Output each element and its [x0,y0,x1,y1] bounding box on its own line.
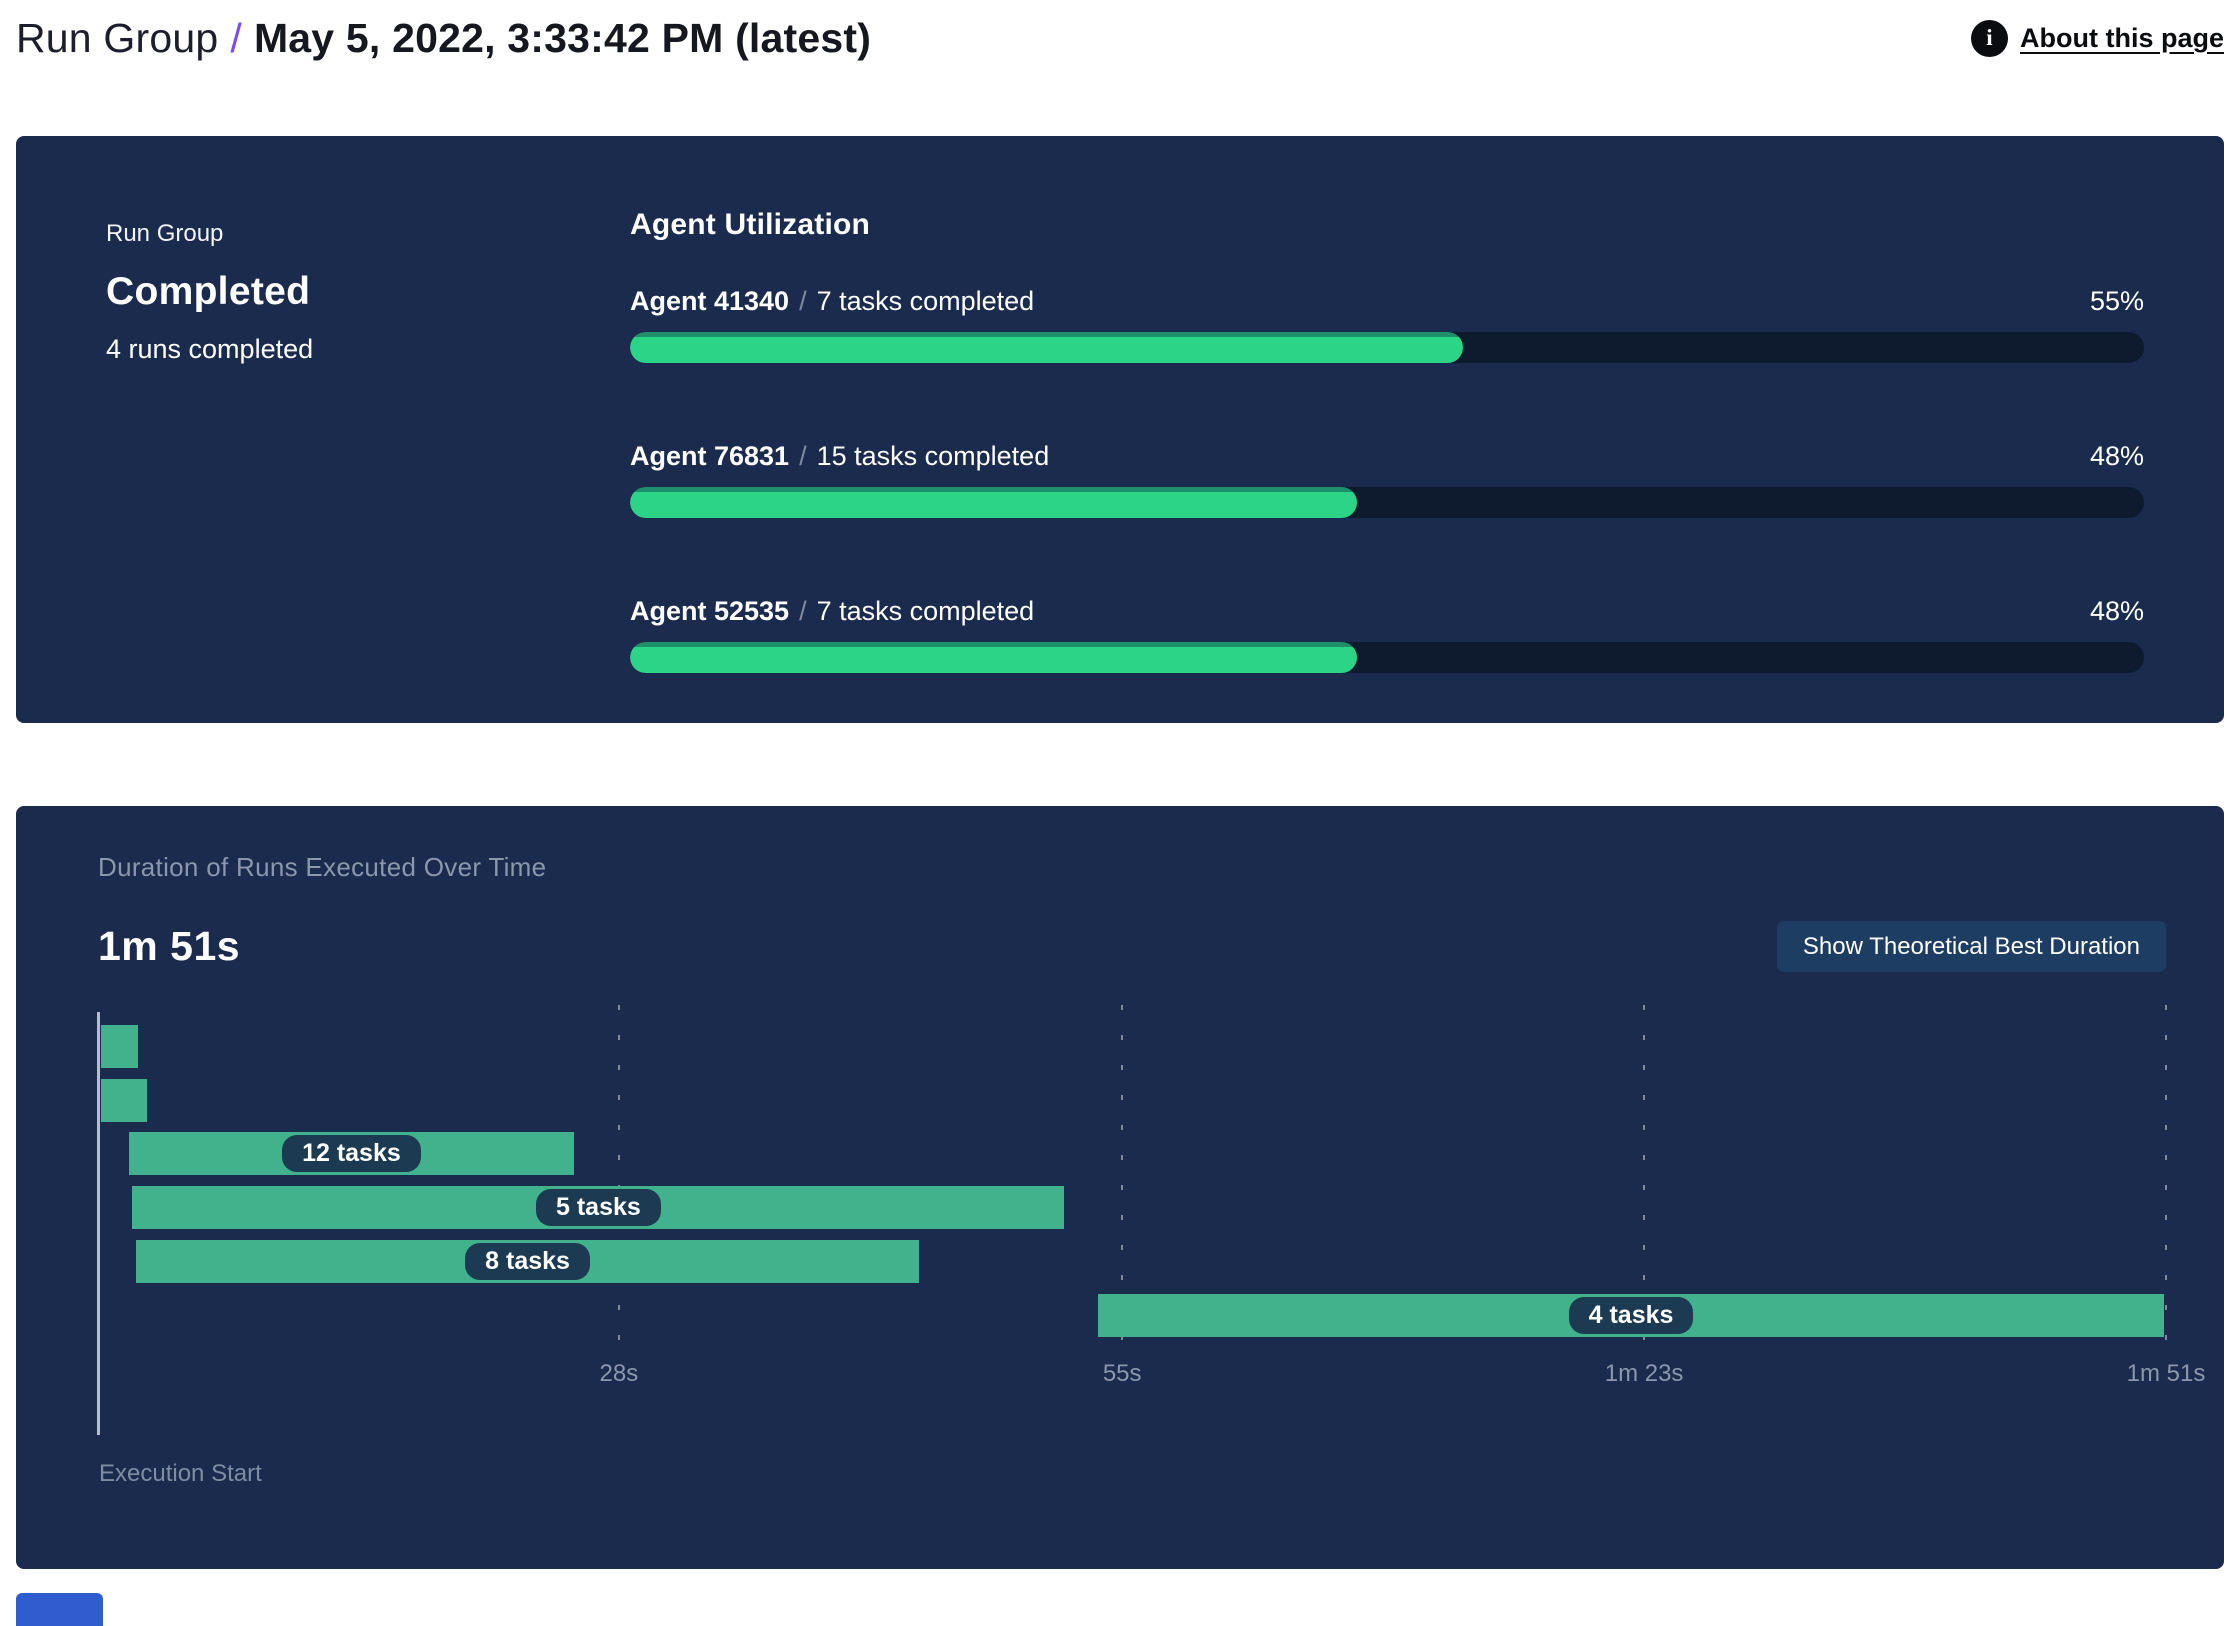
agent-tasks-completed: 15 tasks completed [816,441,1050,471]
run-group-status: Completed [106,270,311,313]
agent-utilization-title: Agent Utilization [630,208,871,241]
agent-name: Agent 52535 [630,596,790,626]
task-count-pill: 5 tasks [535,1189,661,1227]
agent-row-label: Agent 41340 / 7 tasks completed 55% [630,286,2144,317]
agent-name: Agent 76831 [630,441,790,471]
agent-row-label: Agent 52535 / 7 tasks completed 48% [630,596,2144,627]
about-link-label: About this page [2020,22,2224,53]
task-count-pill: 8 tasks [465,1242,590,1280]
task-count-pill: 12 tasks [282,1135,421,1173]
agent-utilization-bar-track [630,487,2144,518]
total-duration-value: 1m 51s [98,923,241,969]
agent-utilization-percent: 55% [2089,286,2144,316]
breadcrumb-root: Run Group [16,14,219,61]
run-duration-bar[interactable]: 12 tasks [128,1132,575,1176]
agent-utilization-percent: 48% [2089,596,2144,626]
run-duration-bar[interactable]: 8 tasks [136,1239,919,1283]
run-duration-gantt-chart: 28s 55s 1m 23s 1m 51s 12 tasks 5 tasks 8 tasks… [97,1005,2205,1435]
info-icon: i [1971,19,2008,57]
agent-utilization-row: Agent 41340 / 7 tasks completed 55% [630,286,2144,363]
agent-utilization-bar-fill [630,332,1463,363]
agent-utilization-row: Agent 76831 / 15 tasks completed 48% [630,441,2144,518]
about-this-page-link[interactable]: i About this page [1971,19,2224,57]
gantt-gridline [1121,1005,1124,1355]
agent-label-separator: / [799,596,807,626]
agent-name: Agent 41340 [630,286,790,316]
agent-utilization-row: Agent 52535 / 7 tasks completed 48% [630,596,2144,673]
run-group-status-panel: Run Group Completed 4 runs completed [90,208,630,723]
agent-utilization-bar-fill [630,487,1357,518]
run-duration-bar[interactable] [100,1078,148,1122]
gantt-gridline [2165,1005,2167,1355]
page-title: Run Group / May 5, 2022, 3:33:42 PM (lates… [16,15,871,62]
show-theoretical-best-duration-button[interactable]: Show Theoretical Best Duration [1776,921,2166,972]
run-timestamp-title: May 5, 2022, 3:33:42 PM (latest) [253,14,872,61]
agent-label-separator: / [799,441,807,471]
run-group-label: Run Group [106,220,224,247]
breadcrumb-separator: / [230,14,242,61]
gantt-gridline [617,1005,620,1355]
runs-completed-count: 4 runs completed [106,334,314,364]
agent-tasks-completed: 7 tasks completed [816,596,1035,626]
duration-chart-title: Duration of Runs Executed Over Time [98,852,547,882]
agent-utilization-panel: Agent Utilization Agent 41340 / 7 tasks co… [630,208,2144,723]
gantt-gridline [1643,1005,1646,1355]
task-count-pill: 4 tasks [1568,1296,1694,1334]
agent-utilization-bar-fill [630,642,1357,673]
agent-utilization-list: Agent 41340 / 7 tasks completed 55% Agent 76… [630,286,2144,673]
execution-start-axis-line [97,1012,100,1435]
page-header: Run Group / May 5, 2022, 3:33:42 PM (lates… [0,0,2240,62]
run-duration-bar[interactable]: 5 tasks [132,1186,1065,1230]
time-axis-tick-label: 1m 23s [1604,1360,1684,1387]
cutoff-blue-element [16,1593,103,1626]
run-group-summary-card: Run Group Completed 4 runs completed Age… [16,136,2224,723]
execution-start-label: Execution Start [99,1460,262,1487]
agent-utilization-bar-track [630,642,2144,673]
agent-label-separator: / [799,286,807,316]
duration-chart-card: Duration of Runs Executed Over Time 1m 5… [16,806,2224,1569]
run-duration-bar[interactable]: 4 tasks [1097,1293,2165,1337]
agent-utilization-percent: 48% [2089,441,2144,471]
time-axis-tick-label: 1m 51s [2126,1360,2206,1387]
agent-tasks-completed: 7 tasks completed [816,286,1035,316]
time-axis-tick-label: 55s [1102,1360,1142,1387]
agent-row-label: Agent 76831 / 15 tasks completed 48% [630,441,2144,472]
duration-header-row: 1m 51s Show Theoretical Best Duration [82,921,2166,972]
time-axis-tick-label: 28s [599,1360,639,1387]
run-duration-bar[interactable] [100,1025,138,1068]
agent-utilization-bar-track [630,332,2144,363]
